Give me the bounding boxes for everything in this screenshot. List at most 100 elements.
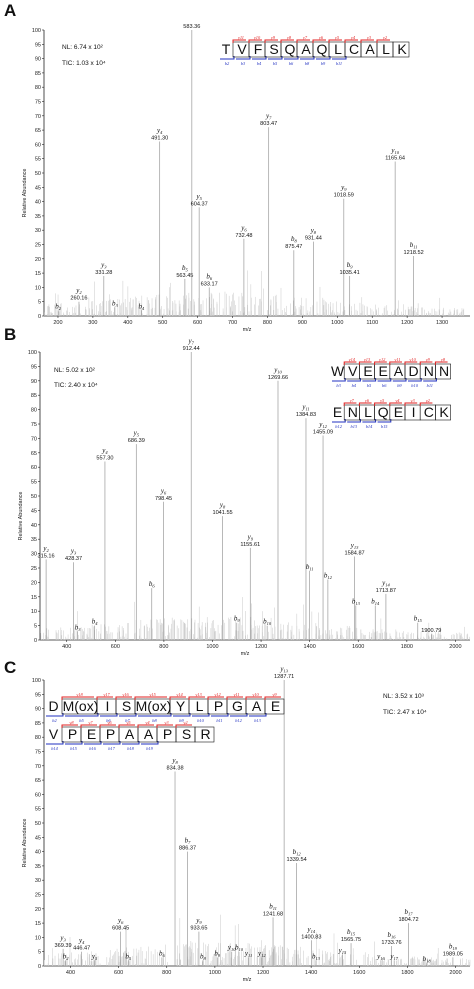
y-fragment-bracket [389,361,402,365]
b-fragment-label: b3 [336,383,341,388]
ion-subscript: 2 [66,956,69,961]
ion-label: b6 [149,580,156,589]
ion-letter: b [405,908,409,916]
y-fragment-label: y5 [125,720,131,725]
x-tick-label: 600 [193,320,202,326]
b-fragment-label: b14 [366,424,373,429]
ion-subscript: 13 [355,601,360,606]
y-fragment-bracket [61,724,78,728]
x-tick-label: 400 [62,644,71,650]
ion-label: y7 [188,337,195,346]
y-tick-label: 95 [31,364,37,370]
y-fragment-bracket [328,39,342,43]
ion-subscript: 8 [294,239,297,244]
residue: E [379,363,388,379]
x-tick-label: 1000 [331,320,343,326]
residue: A [301,41,311,57]
ion-letter: y [195,917,200,925]
residue: Q [285,41,296,57]
ion-letter: b [234,615,238,623]
y-fragment-bracket [61,696,94,700]
ion-label: y11 [244,949,252,958]
y-fragment-bracket [232,39,246,43]
y-tick-label: 55 [31,480,37,486]
peak-b13: b13 [352,597,361,640]
ion-letter: y [247,533,252,541]
ion-subscript: 8 [203,956,206,961]
x-tick-label: 600 [111,644,120,650]
ion-letter: y [59,934,64,942]
ion-label: b5 [125,952,132,961]
x-tick-label: 600 [114,970,123,976]
ion-letter: y [338,947,343,955]
ion-letter: b [149,580,153,588]
ion-label: b4 [92,618,99,627]
ion-label: b9 [214,949,221,958]
ion-label: y14 [307,925,316,934]
residue: N [424,363,434,379]
y-tick-label: 15 [35,271,41,277]
b-fragment-label: b12 [235,718,242,723]
y-fragment-label: y11 [393,357,400,362]
ion-letter: y [156,127,161,135]
peak-mz-label: 1041.55 [212,510,232,516]
residue: E [363,363,372,379]
y-fragment-label: y10 [251,692,259,697]
residue-box [264,698,285,715]
ion-label: b8 [200,952,207,961]
ion-letter: y [310,227,315,235]
spectrum-panel-c: C051015202530354045505560657075808590951… [4,658,471,983]
y-fragment-label: y3 [366,35,372,40]
ion-label: y2 [42,544,49,553]
residue: A [365,41,375,57]
residue: L [334,41,342,57]
ion-label: b5 [182,264,189,273]
y-fragment-label: y12 [378,357,386,362]
y-fragment-label: y8 [68,720,74,725]
ion-subscript: 8 [175,760,178,765]
ion-letter: y [70,547,75,555]
y-fragment-bracket [343,402,357,406]
ion-letter: b [55,302,59,310]
x-axis-title: m/z [243,327,252,333]
ion-letter: b [63,952,67,960]
ion-subscript: 15 [351,932,356,937]
b-fragment-label: b15 [70,746,77,751]
ion-label: y12 [257,949,266,958]
residue: L [196,698,204,714]
b-fragment-label: b13 [254,718,261,723]
y-fragment-label: y15 [148,692,156,697]
peak-mz-label: 315.16 [38,553,55,559]
ion-letter: b [139,302,143,310]
ion-letter: y [75,287,80,295]
ion-subscript: 13 [315,956,320,961]
peak-mz-label: 1455.09 [313,430,333,436]
baseline-noise [44,270,465,316]
ion-subscript: 9 [251,536,254,541]
ion-subscript: 4 [160,130,163,135]
ion-letter: b [214,949,218,957]
b-fragment-label: b9 [179,718,184,723]
peak-mz-label: 1035.41 [340,270,360,276]
ion-label: b2 [63,952,70,961]
ion-letter: y [171,757,176,765]
nl-value: NL: 3.52 x 10³ [383,693,425,700]
b-fragment-label: b4 [352,383,357,388]
y-fragment-bracket [374,361,387,365]
y-fragment-label: y13 [363,357,371,362]
y-tick-label: 55 [35,807,41,813]
y-fragment-bracket [376,39,390,43]
ion-subscript: 9 [237,618,240,623]
peak-mz-label: 557.30 [96,455,113,461]
y-fragment-bracket [296,39,310,43]
residue-box [194,726,215,743]
residue: E [394,404,403,420]
ion-letter: y [301,403,306,411]
